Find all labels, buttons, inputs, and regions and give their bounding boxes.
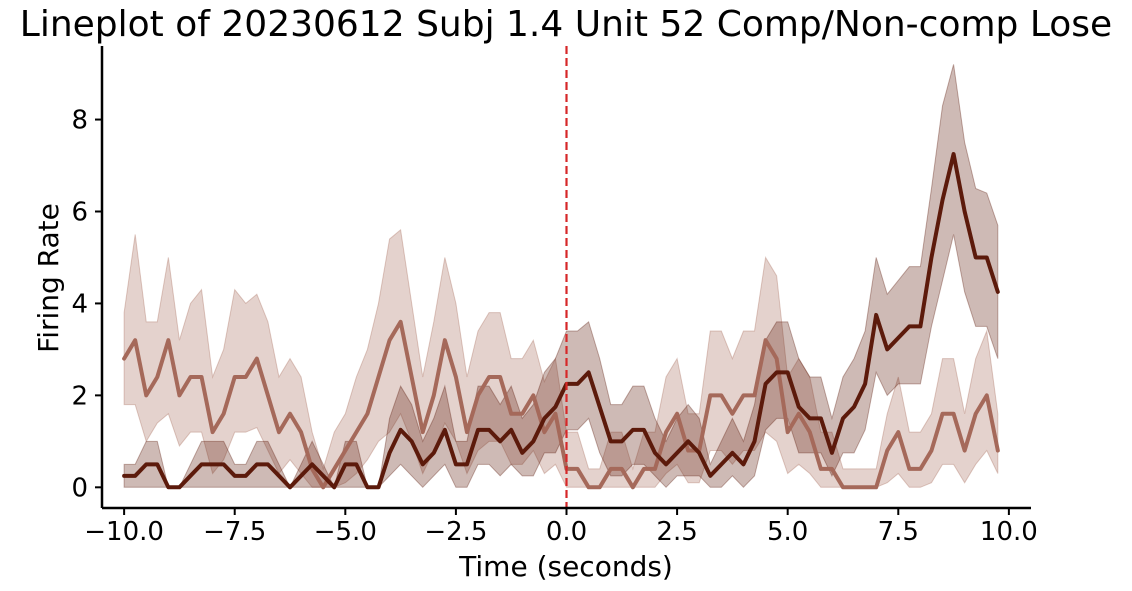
series-line-1	[122, 319, 1000, 490]
y-axis-title: Firing Rate	[32, 203, 65, 353]
y-tick-label: 8	[71, 106, 88, 136]
y-tick-label: 2	[71, 381, 88, 411]
x-tick-label: 0.0	[546, 517, 587, 547]
x-tick-label: −2.5	[424, 517, 487, 547]
x-tick-label: −5.0	[314, 517, 377, 547]
confidence-bands	[123, 64, 999, 489]
y-ticks: 0 2 4 6 8	[71, 106, 102, 503]
series-lines	[122, 152, 1000, 490]
x-ticks: −10.0 −7.5 −5.0 −2.5 0.0 2.5 5.0 7.5 10.0	[84, 508, 1038, 547]
y-tick-label: 6	[71, 197, 88, 227]
confidence-band-1	[123, 228, 999, 488]
x-tick-label: −10.0	[84, 517, 164, 547]
x-tick-label: −7.5	[203, 517, 266, 547]
y-tick-label: 4	[71, 289, 88, 319]
chart-title: Lineplot of 20230612 Subj 1.4 Unit 52 Co…	[20, 4, 1112, 45]
x-tick-label: 5.0	[767, 517, 808, 547]
y-tick-label: 0	[71, 473, 88, 503]
x-tick-label: 10.0	[980, 517, 1038, 547]
series-line-2	[122, 152, 1000, 490]
x-tick-label: 2.5	[656, 517, 697, 547]
x-axis-title: Time (seconds)	[458, 550, 673, 583]
x-tick-label: 7.5	[878, 517, 919, 547]
